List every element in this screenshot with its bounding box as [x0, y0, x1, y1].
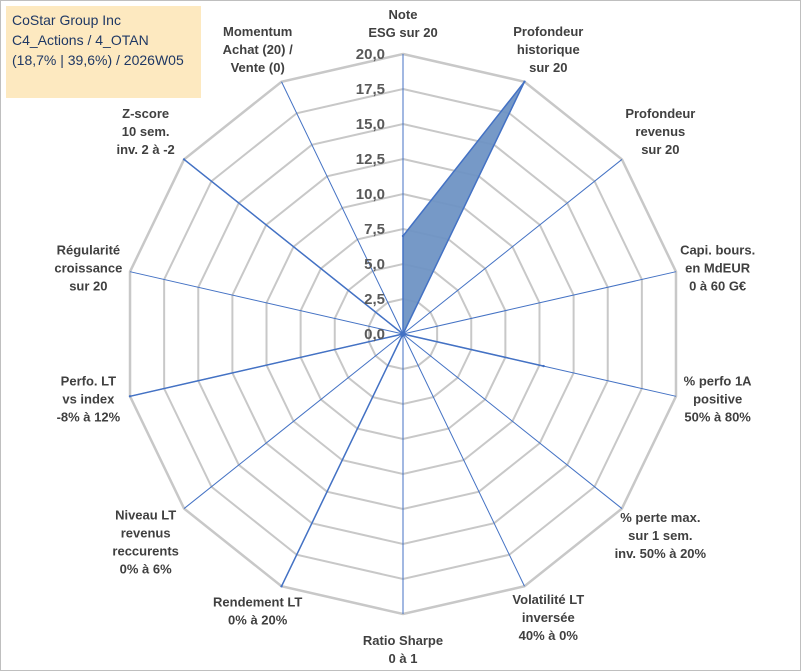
- tick-label: 5,0: [364, 256, 385, 273]
- spoke-12: [129, 271, 404, 335]
- axis-label-4: Capi. bours. en MdEUR 0 à 60 G€: [680, 243, 755, 294]
- tick-label: 12,5: [356, 151, 385, 168]
- axis-label-3: Profondeur revenus sur 20: [625, 106, 695, 157]
- data-point-1: [401, 234, 405, 238]
- tick-label: 20,0: [356, 46, 385, 63]
- axis-label-7: Volatilité LT inversée 40% à 0%: [512, 592, 584, 643]
- spoke-6: [402, 333, 623, 509]
- axis-label-11: Perfo. LT vs index -8% à 12%: [57, 373, 121, 424]
- tick-label: 15,0: [356, 116, 385, 133]
- axis-label-10: Niveau LT revenus reccurents 0% à 6%: [112, 508, 178, 577]
- data-point-5: [542, 364, 545, 368]
- axis-label-8: Ratio Sharpe 0 à 1: [363, 633, 443, 666]
- axis-label-1: Note ESG sur 20: [368, 7, 437, 40]
- axis-label-12: Régularité croissance sur 20: [54, 243, 122, 294]
- tick-label: 17,5: [356, 81, 385, 98]
- axis-label-2: Profondeur historique sur 20: [513, 24, 583, 75]
- portfolio-stats: (18,7% | 39,6%) / 2026W05: [12, 52, 184, 68]
- spoke-3: [402, 159, 623, 335]
- company-name: CoStar Group Inc: [12, 12, 121, 28]
- info-box: CoStar Group Inc C4_Actions / 4_OTAN (18…: [6, 6, 201, 98]
- data-point-11: [128, 395, 132, 398]
- radar-series: [128, 80, 545, 588]
- axis-label-9: Rendement LT 0% à 20%: [213, 594, 302, 627]
- series-area-1: [129, 81, 544, 587]
- axis-label-14: Momentum Achat (20) / Vente (0): [223, 24, 293, 75]
- axis-labels: Note ESG sur 20 Profondeur historique sur 20…: [54, 7, 755, 666]
- portfolio-name: C4_Actions / 4_OTAN: [12, 32, 149, 48]
- spoke-10: [183, 333, 404, 509]
- tick-label: 10,0: [356, 186, 385, 203]
- data-point-2: [523, 80, 526, 83]
- radial-tick-labels: 0,0 2,5 5,0 7,5 10,0 12,5 15,0 17,5 20,0: [356, 46, 385, 343]
- spoke-14: [281, 81, 404, 335]
- spoke-7: [402, 333, 525, 587]
- tick-label: 7,5: [364, 221, 385, 238]
- spoke-4: [402, 271, 677, 335]
- axis-label-6: % perte max. sur 1 sem. inv. 50% à 20%: [615, 510, 707, 561]
- axis-label-13: Z-score 10 sem. inv. 2 à -2: [117, 106, 175, 157]
- data-point-13: [182, 158, 186, 161]
- data-point-14: [401, 332, 405, 336]
- axis-label-5: % perfo 1A positive 50% à 80%: [684, 373, 753, 424]
- tick-label: 2,5: [364, 291, 385, 308]
- data-point-9: [280, 585, 283, 588]
- tick-label: 0,0: [364, 326, 385, 343]
